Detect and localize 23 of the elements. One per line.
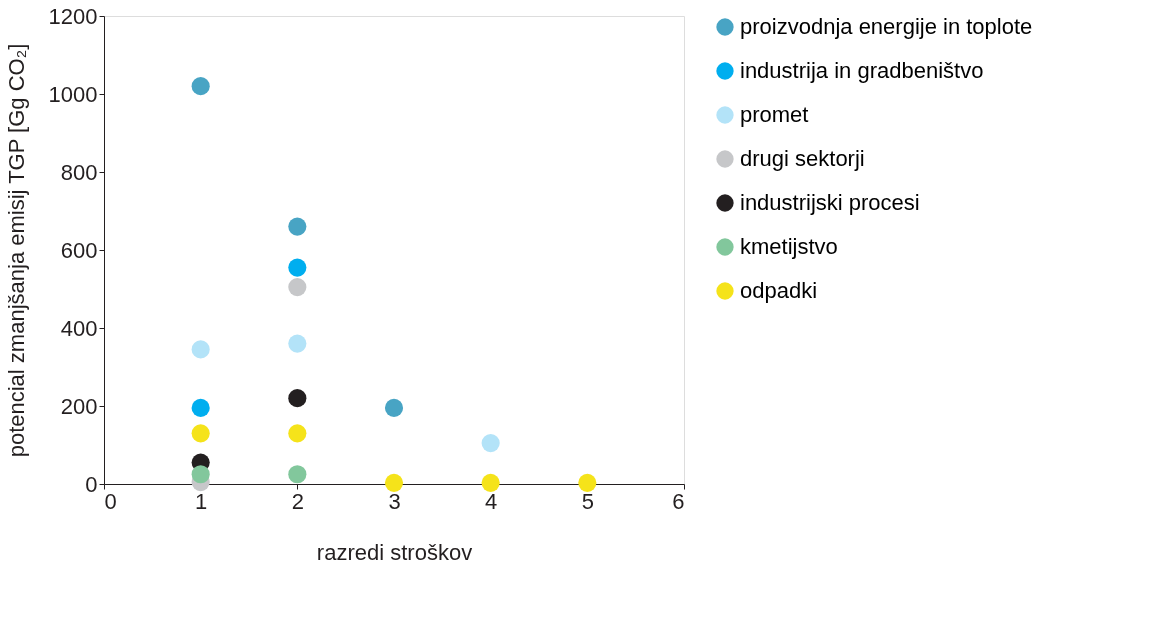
legend-label: industrija in gradbeništvo [740,58,984,83]
x-tick-label: 4 [485,488,498,514]
legend-label: kmetijstvo [740,234,838,259]
x-tick-label: 1 [195,488,208,514]
y-axis-title: potencial zmanjšanja emisij TGP [Gg CO₂] [3,43,29,458]
x-tick-label: 2 [291,488,304,514]
y-tick-label: 200 [60,393,98,419]
legend-label: proizvodnja energije in toplote [740,14,1033,39]
legend-label: promet [740,102,809,127]
y-tick-label: 800 [60,159,98,185]
x-tick-label: 6 [672,488,685,514]
legend-label: drugi sektorji [740,146,865,171]
y-tick-label: 600 [60,237,98,263]
y-tick-label: 400 [60,315,98,341]
y-tick-label: 1200 [48,3,98,29]
x-tick-label: 0 [104,488,117,514]
x-tick-label: 5 [581,488,594,514]
legend-label: odpadki [740,278,818,303]
x-tick-label: 3 [388,488,401,514]
y-tick-label: 1000 [48,81,98,107]
y-tick-label: 0 [85,471,98,497]
x-axis-title: razredi stroškov [316,539,473,565]
legend-label: industrijski procesi [740,190,920,215]
